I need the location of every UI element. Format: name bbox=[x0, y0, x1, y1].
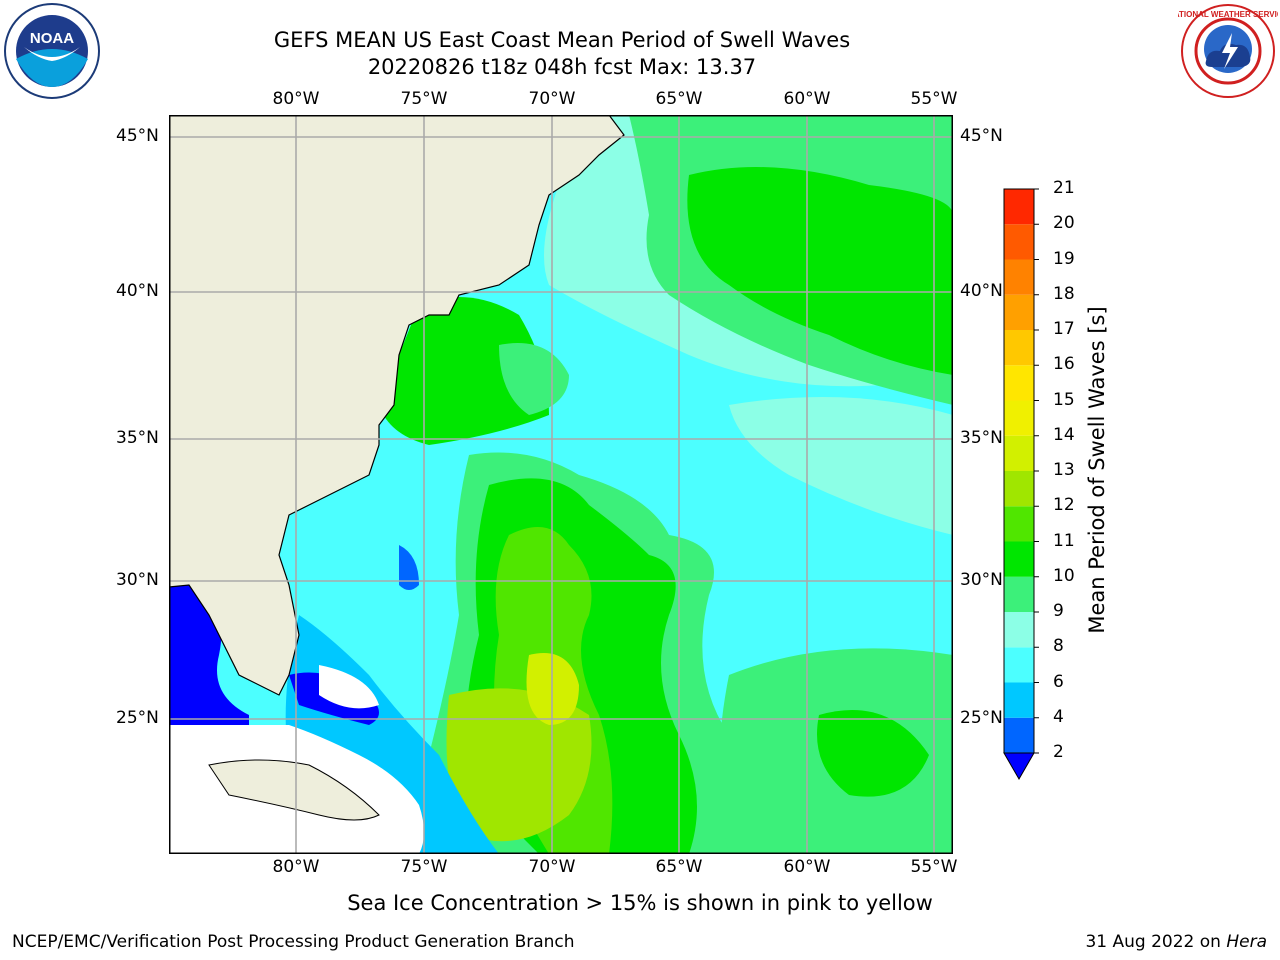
colorbar-segment bbox=[1004, 506, 1034, 542]
field-10-11s-midatlantic bbox=[379, 297, 549, 445]
svg-text:NATIONAL WEATHER SERVICE: NATIONAL WEATHER SERVICE bbox=[1178, 10, 1278, 19]
lat-label-left: 45°N bbox=[116, 126, 159, 146]
colorbar-segment bbox=[1004, 294, 1034, 330]
colorbar-segment bbox=[1004, 612, 1034, 648]
nws-logo: NATIONAL WEATHER SERVICE bbox=[1168, 3, 1280, 99]
field-10-11s-southeast bbox=[817, 710, 929, 797]
lon-label-bottom: 80°W bbox=[272, 857, 320, 877]
colorbar-segment bbox=[1004, 259, 1034, 295]
colorbar-svg bbox=[1003, 188, 1039, 781]
lon-label-bottom: 60°W bbox=[783, 857, 831, 877]
lon-label-top: 70°W bbox=[528, 89, 576, 109]
date-text: 31 Aug 2022 on bbox=[1085, 932, 1227, 952]
colorbar-tick-label: 10 bbox=[1053, 565, 1075, 586]
lon-label-top: 75°W bbox=[400, 89, 448, 109]
machine-name: Hera bbox=[1226, 932, 1267, 952]
lat-label-left: 30°N bbox=[116, 570, 159, 590]
field-10-11s-north bbox=[687, 167, 953, 375]
colorbar-tick-label: 8 bbox=[1053, 636, 1064, 657]
colorbar-tick-label: 6 bbox=[1053, 671, 1064, 692]
lon-label-top: 55°W bbox=[910, 89, 958, 109]
land-north-america bbox=[169, 115, 624, 695]
coastline bbox=[169, 115, 625, 696]
lat-label-right: 40°N bbox=[960, 281, 1003, 301]
field-2-4s-patch bbox=[399, 545, 419, 590]
colorbar-segment bbox=[1004, 365, 1034, 401]
map-svg bbox=[169, 115, 953, 854]
colorbar-tick-label: 16 bbox=[1053, 354, 1075, 375]
lat-label-left: 40°N bbox=[116, 281, 159, 301]
lon-label-bottom: 75°W bbox=[400, 857, 448, 877]
lon-label-bottom: 65°W bbox=[655, 857, 703, 877]
lon-label-bottom: 70°W bbox=[528, 857, 576, 877]
colorbar-tick-label: 19 bbox=[1053, 248, 1075, 269]
lon-label-top: 65°W bbox=[655, 89, 703, 109]
field-8-9s-central bbox=[729, 397, 953, 535]
noaa-logo-text: NOAA bbox=[30, 30, 74, 47]
colorbar-tick-label: 11 bbox=[1053, 530, 1075, 551]
noaa-logo: NOAA bbox=[2, 3, 102, 99]
colorbar bbox=[1000, 185, 1040, 785]
map-frame bbox=[169, 115, 953, 854]
colorbar-label-text: Mean Period of Swell Waves [s] bbox=[1085, 306, 1109, 634]
colorbar-tick-label: 2 bbox=[1053, 742, 1064, 762]
colorbar-extend-triangle bbox=[1003, 752, 1035, 781]
colorbar-tick-label: 20 bbox=[1053, 213, 1075, 234]
colorbar-segment bbox=[1004, 541, 1034, 577]
field-12-13s-south bbox=[446, 688, 592, 842]
colorbar-tick-label: 9 bbox=[1053, 601, 1064, 621]
lat-label-right: 25°N bbox=[960, 708, 1003, 728]
colorbar-tick-label: 4 bbox=[1053, 706, 1064, 727]
colorbar-tick-label: 12 bbox=[1053, 495, 1075, 516]
colorbar-segment bbox=[1004, 471, 1034, 507]
colorbar-tick-label: 21 bbox=[1053, 178, 1075, 198]
chart-title: GEFS MEAN US East Coast Mean Period of S… bbox=[273, 28, 851, 52]
lon-label-top: 80°W bbox=[272, 89, 320, 109]
colorbar-segment bbox=[1004, 647, 1034, 683]
colorbar-segment bbox=[1004, 330, 1034, 366]
credit-text: NCEP/EMC/Verification Post Processing Pr… bbox=[12, 932, 575, 952]
no-data-bahamas bbox=[319, 665, 379, 709]
field-below-2s-gulf bbox=[169, 585, 249, 735]
colorbar-segment bbox=[1004, 717, 1034, 753]
land-cuba bbox=[208, 759, 380, 821]
colorbar-tick-label: 14 bbox=[1053, 424, 1075, 445]
colorbar-segment bbox=[1004, 189, 1034, 225]
colorbar-segment bbox=[1004, 682, 1034, 718]
graticule bbox=[169, 115, 953, 854]
colorbar-segment bbox=[1004, 435, 1034, 471]
lat-label-left: 25°N bbox=[116, 708, 159, 728]
map-panel bbox=[169, 115, 953, 854]
date-stamp: 31 Aug 2022 on Hera bbox=[1085, 932, 1267, 952]
chart-subtitle: 20220826 t18z 048h fcst Max: 13.37 bbox=[367, 55, 757, 79]
lon-label-top: 60°W bbox=[783, 89, 831, 109]
lat-label-right: 35°N bbox=[960, 428, 1003, 448]
colorbar-segment bbox=[1004, 224, 1034, 260]
colorbar-tick-label: 13 bbox=[1053, 460, 1075, 480]
lat-label-right: 45°N bbox=[960, 126, 1003, 146]
colorbar-segment bbox=[1004, 576, 1034, 612]
colorbar-segment bbox=[1004, 400, 1034, 436]
lon-label-bottom: 55°W bbox=[910, 857, 958, 877]
colorbar-tick-label: 18 bbox=[1053, 283, 1075, 304]
lat-label-left: 35°N bbox=[116, 428, 159, 448]
sea-ice-note: Sea Ice Concentration > 15% is shown in … bbox=[347, 891, 933, 915]
lat-label-right: 30°N bbox=[960, 570, 1003, 590]
colorbar-tick-label: 17 bbox=[1053, 319, 1075, 339]
colorbar-tick-label: 15 bbox=[1053, 389, 1075, 410]
